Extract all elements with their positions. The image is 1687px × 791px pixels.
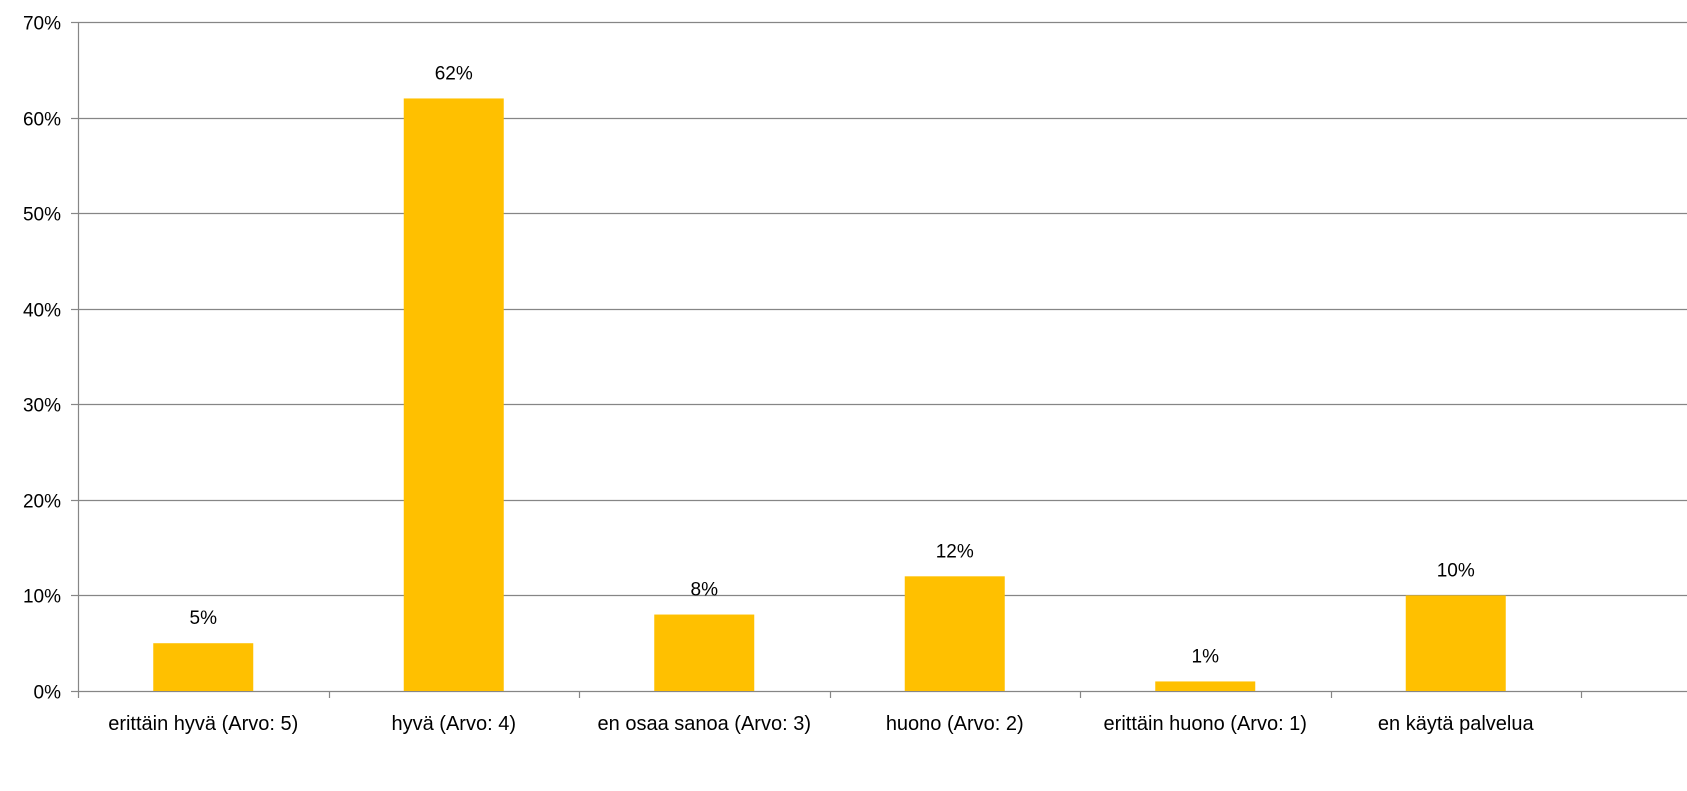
data-label: 1% [1192,646,1220,667]
bars [153,98,1506,691]
y-tick-label: 40% [23,301,61,322]
data-label: 10% [1437,560,1475,581]
y-tick-label: 50% [23,205,61,226]
x-category-label: erittäin hyvä (Arvo: 5) [108,713,298,735]
y-tick-label: 30% [23,396,61,417]
bar [904,576,1005,691]
data-label: 62% [435,63,473,84]
x-category-label: hyvä (Arvo: 4) [392,713,516,735]
data-label: 5% [190,608,218,629]
x-category-label: en osaa sanoa (Arvo: 3) [598,713,811,735]
bar [153,643,254,691]
bar [403,98,504,691]
axes [71,21,1687,698]
y-tick-label: 60% [23,110,61,131]
x-category-label: huono (Arvo: 2) [886,713,1024,735]
bar [1155,681,1256,691]
x-category-label: erittäin huono (Arvo: 1) [1104,713,1307,735]
labels: 0% 10% 20% 30% 40% 50% 60% 70% 5% erittäin hyvä (… [23,14,1534,736]
y-tick-label: 20% [23,492,61,513]
y-tick-label: 10% [23,587,61,608]
data-label: 8% [691,580,719,601]
x-category-label: en käytä palvelua [1378,713,1535,735]
gridlines [78,21,1687,597]
bar [654,614,755,691]
data-label: 12% [936,541,974,562]
bar [1405,595,1506,691]
y-tick-label: 0% [34,683,62,704]
y-tick-label: 70% [23,14,61,35]
